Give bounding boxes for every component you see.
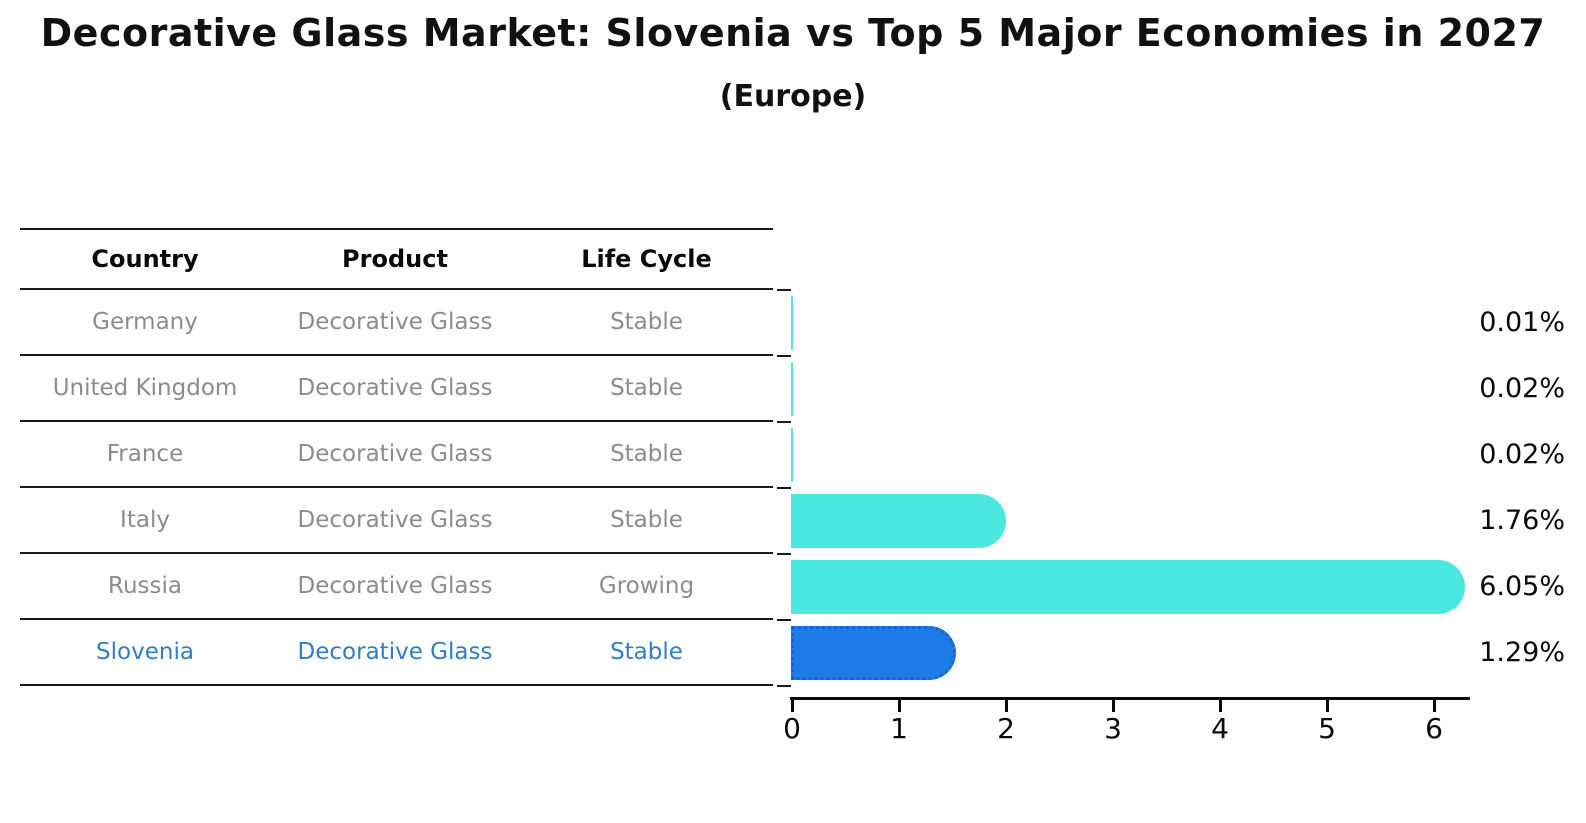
bar [791,560,1465,614]
country-cell: France [106,441,184,467]
bar-value-label: 0.01% [1479,307,1565,338]
bar [791,296,793,350]
chart-subtitle: (Europe) [719,79,867,114]
x-axis-tick-label: 3 [1104,712,1122,745]
y-axis-tick [777,553,791,555]
product-cell: Decorative Glass [297,441,493,467]
y-axis-tick [777,421,791,423]
x-axis-tick [1326,700,1329,712]
bar-value-label: 1.29% [1479,637,1565,668]
life-cycle-cell: Stable [610,639,683,665]
country-cell: Germany [92,309,198,335]
table-row: Slovenia Decorative Glass Stable [20,620,773,686]
product-cell: Decorative Glass [297,639,493,665]
life-cycle-cell: Stable [610,375,683,401]
x-axis-tick [1433,700,1436,712]
x-axis-tick [898,700,901,712]
x-axis-tick-label: 2 [997,712,1015,745]
x-axis-tick-label: 1 [890,712,908,745]
table-body: Germany Decorative Glass Stable United K… [20,290,773,686]
life-cycle-cell: Stable [610,507,683,533]
bar-value-label: 6.05% [1479,571,1565,602]
life-cycle-cell: Stable [610,441,683,467]
column-header-life-cycle: Life Cycle [581,245,712,273]
product-cell: Decorative Glass [297,375,493,401]
bar-value-label: 0.02% [1479,439,1565,470]
country-cell: Slovenia [96,639,194,665]
country-table: Country Product Life Cycle Germany Decor… [20,228,773,686]
x-axis-line [790,697,1470,700]
product-cell: Decorative Glass [297,507,493,533]
table-row: Russia Decorative Glass Growing [20,554,773,620]
bar [791,428,793,482]
bar-value-label: 1.76% [1479,505,1565,536]
x-axis-tick [1219,700,1222,712]
chart-title: Decorative Glass Market: Slovenia vs Top… [40,11,1546,55]
country-cell: Russia [108,573,182,599]
x-axis-tick [1005,700,1008,712]
column-header-product: Product [342,245,448,273]
product-cell: Decorative Glass [297,309,493,335]
x-axis-tick-label: 6 [1425,712,1443,745]
table-row: France Decorative Glass Stable [20,422,773,488]
table-row: United Kingdom Decorative Glass Stable [20,356,773,422]
life-cycle-cell: Growing [598,573,695,599]
y-axis-tick [777,289,791,291]
country-cell: United Kingdom [52,375,238,401]
y-axis-tick [777,487,791,489]
table-row: Italy Decorative Glass Stable [20,488,773,554]
product-cell: Decorative Glass [297,573,493,599]
table-header-row: Country Product Life Cycle [20,228,773,290]
x-axis-tick [791,700,794,712]
table-row: Germany Decorative Glass Stable [20,290,773,356]
bar [791,362,793,416]
bar [791,626,956,680]
country-cell: Italy [120,507,170,533]
x-axis-tick-label: 0 [783,712,801,745]
bar-value-label: 0.02% [1479,373,1565,404]
x-axis-tick-label: 5 [1318,712,1336,745]
x-axis-tick-label: 4 [1211,712,1229,745]
x-axis-tick [1112,700,1115,712]
y-axis-tick [777,355,791,357]
life-cycle-cell: Stable [610,309,683,335]
y-axis-tick [777,619,791,621]
column-header-country: Country [91,245,199,273]
bar [791,494,1006,548]
y-axis-tick [777,685,791,687]
